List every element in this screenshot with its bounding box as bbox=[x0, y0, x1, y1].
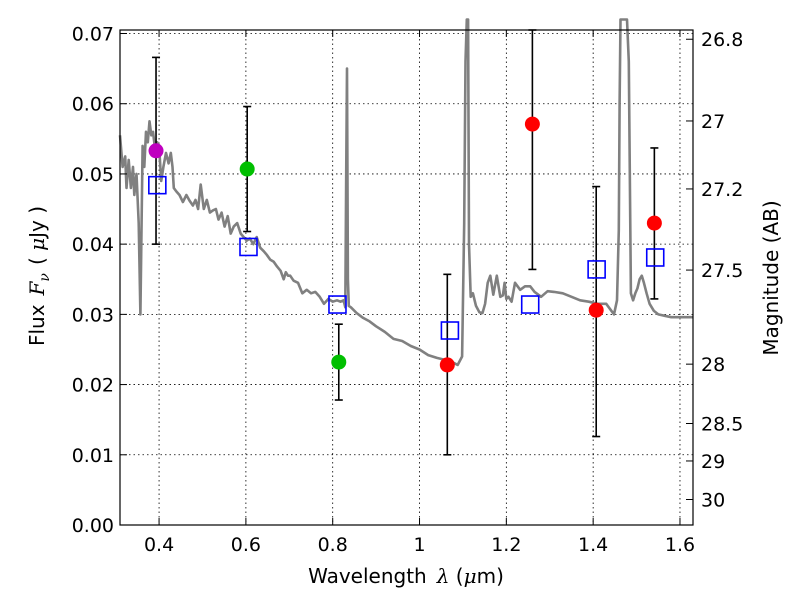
observed-point bbox=[331, 354, 347, 370]
mag-tick-label: 28.5 bbox=[701, 414, 743, 436]
y-tick-label: 0.01 bbox=[72, 445, 114, 467]
grid bbox=[120, 30, 693, 525]
model-photometry-square bbox=[148, 175, 167, 195]
mag-tick-label: 29 bbox=[701, 451, 725, 473]
x-tick-label: 0.4 bbox=[144, 534, 174, 556]
x-tick-label: 1 bbox=[413, 534, 425, 556]
mag-tick-label: 27.5 bbox=[701, 260, 743, 282]
observed-point bbox=[148, 143, 164, 159]
y-tick-label: 0.06 bbox=[72, 94, 114, 116]
y2-axis-label: Magnitude (AB) bbox=[759, 200, 783, 355]
y-tick-label: 0.07 bbox=[72, 24, 114, 46]
mag-tick-label: 27.2 bbox=[701, 179, 743, 201]
mag-tick-label: 28 bbox=[701, 354, 725, 376]
x-axis-label: Wavelength λ (μm) bbox=[308, 564, 504, 588]
model-photometry-points bbox=[148, 175, 665, 340]
mag-tick-label: 26.8 bbox=[701, 29, 743, 51]
ticks bbox=[120, 30, 693, 526]
x-tick-label: 1.6 bbox=[665, 534, 695, 556]
observed-point bbox=[646, 215, 662, 231]
observed-point bbox=[239, 161, 255, 177]
plot-background bbox=[120, 30, 693, 525]
y-tick-label: 0.04 bbox=[72, 234, 114, 256]
y-axis-label: FluxFν( μJy ) bbox=[25, 206, 53, 346]
model-photometry-square bbox=[587, 260, 606, 279]
model-photometry-square bbox=[645, 248, 665, 267]
y-tick-label: 0.03 bbox=[72, 304, 114, 326]
x-tick-label: 0.6 bbox=[231, 534, 261, 556]
model-photometry-square bbox=[520, 295, 540, 314]
observed-point bbox=[588, 302, 604, 318]
observed-points bbox=[148, 116, 662, 373]
y-tick-label: 0.02 bbox=[72, 375, 114, 397]
observed-point bbox=[439, 357, 455, 373]
y-tick-label: 0.05 bbox=[72, 164, 114, 186]
x-tick-label: 1.4 bbox=[578, 534, 608, 556]
model-photometry-square bbox=[440, 321, 460, 340]
model-photometry-square bbox=[239, 237, 258, 257]
observed-point bbox=[524, 116, 540, 132]
tick-labels: 0.4 0.6 0.8 1 1.2 1.4 1.6 0.00 0.01 0.02 0.03 0.04 0… bbox=[72, 24, 744, 556]
mag-tick-label: 30 bbox=[701, 490, 725, 512]
plot-frame bbox=[119, 29, 694, 526]
mag-tick-label: 27 bbox=[701, 111, 725, 133]
y-tick-label: 0.00 bbox=[72, 515, 114, 537]
x-tick-label: 1.2 bbox=[491, 534, 521, 556]
model-photometry-square bbox=[328, 295, 347, 314]
x-tick-label: 0.8 bbox=[318, 534, 348, 556]
